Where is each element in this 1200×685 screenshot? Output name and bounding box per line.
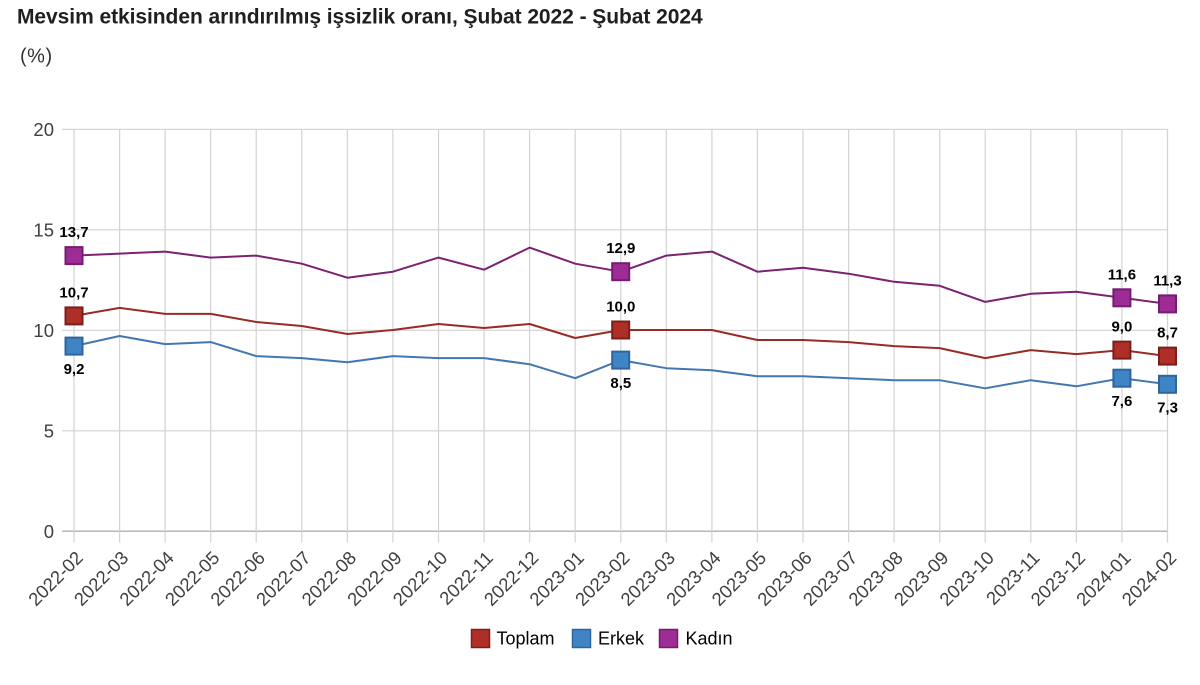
svg-text:7,3: 7,3: [1157, 399, 1178, 416]
svg-text:9,0: 9,0: [1111, 319, 1132, 336]
svg-text:11,6: 11,6: [1108, 266, 1136, 283]
svg-text:9,2: 9,2: [64, 361, 85, 378]
svg-text:Mevsim etkisinden arındırılmış: Mevsim etkisinden arındırılmış işsizlik …: [17, 6, 703, 29]
svg-text:8,5: 8,5: [610, 375, 631, 392]
svg-text:20: 20: [33, 119, 54, 140]
svg-text:(%): (%): [20, 46, 53, 68]
svg-text:15: 15: [33, 219, 54, 240]
svg-text:Erkek: Erkek: [598, 629, 645, 649]
svg-text:5: 5: [44, 420, 54, 441]
svg-text:10,0: 10,0: [606, 299, 635, 316]
svg-text:Kadın: Kadın: [686, 629, 733, 649]
svg-text:13,7: 13,7: [59, 224, 88, 241]
svg-text:0: 0: [44, 521, 54, 542]
svg-text:10: 10: [33, 320, 54, 341]
svg-text:Toplam: Toplam: [497, 629, 555, 649]
svg-text:8,7: 8,7: [1157, 325, 1178, 342]
svg-text:11,3: 11,3: [1153, 272, 1181, 289]
svg-text:10,7: 10,7: [59, 284, 88, 301]
svg-text:12,9: 12,9: [606, 240, 635, 257]
svg-text:7,6: 7,6: [1111, 393, 1132, 410]
